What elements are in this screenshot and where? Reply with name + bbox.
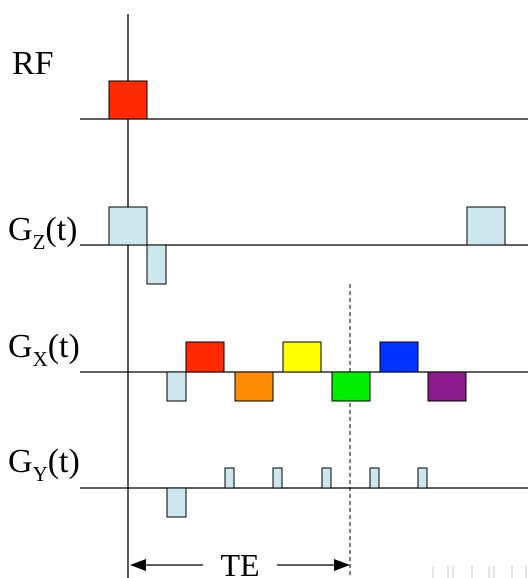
gx-readout-lobe-2 [234,371,274,402]
gz-label: GZ(t) [8,211,77,254]
gy-prephaser-lobe [166,487,187,518]
te-dimension-arrow [130,559,350,571]
gy-label-sub: Y [33,462,48,486]
gy-blip-1 [224,467,235,489]
gz-label-main: G [8,211,33,248]
gx-label-sub: X [33,347,48,371]
gx-label-main: G [8,328,33,365]
gx-readout-lobe-3 [282,341,322,373]
gz-rephase-lobe [146,244,167,285]
gx-readout-lobe-4 [331,371,371,402]
gy-blip-4 [369,467,380,489]
gy-blip-3 [321,467,332,489]
gy-label: GY(t) [8,443,80,486]
te-arrow-left-head [130,559,146,571]
gx-label-suffix: (t) [48,328,80,365]
gx-readout-lobe-5 [379,341,419,373]
gz-spoiler-gradient [466,206,506,246]
gy-blip-5 [417,467,428,489]
te-label: TE [220,547,259,578]
gx-readout-lobe-6 [427,371,467,402]
gz-label-sub: Z [33,230,46,254]
gx-prephaser-lobe [166,371,187,402]
gy-blip-2 [272,467,283,489]
gx-readout-lobe-1 [185,341,225,373]
gz-label-suffix: (t) [45,211,77,248]
rf-label: RF [12,45,54,82]
decorative-tick-marks [432,566,527,578]
gz-slice-select-gradient [108,206,148,246]
te-arrow-right-head [334,559,350,571]
rf-pulse [108,80,148,120]
gy-label-suffix: (t) [48,443,80,480]
gx-label: GX(t) [8,328,80,371]
gy-label-main: G [8,443,33,480]
